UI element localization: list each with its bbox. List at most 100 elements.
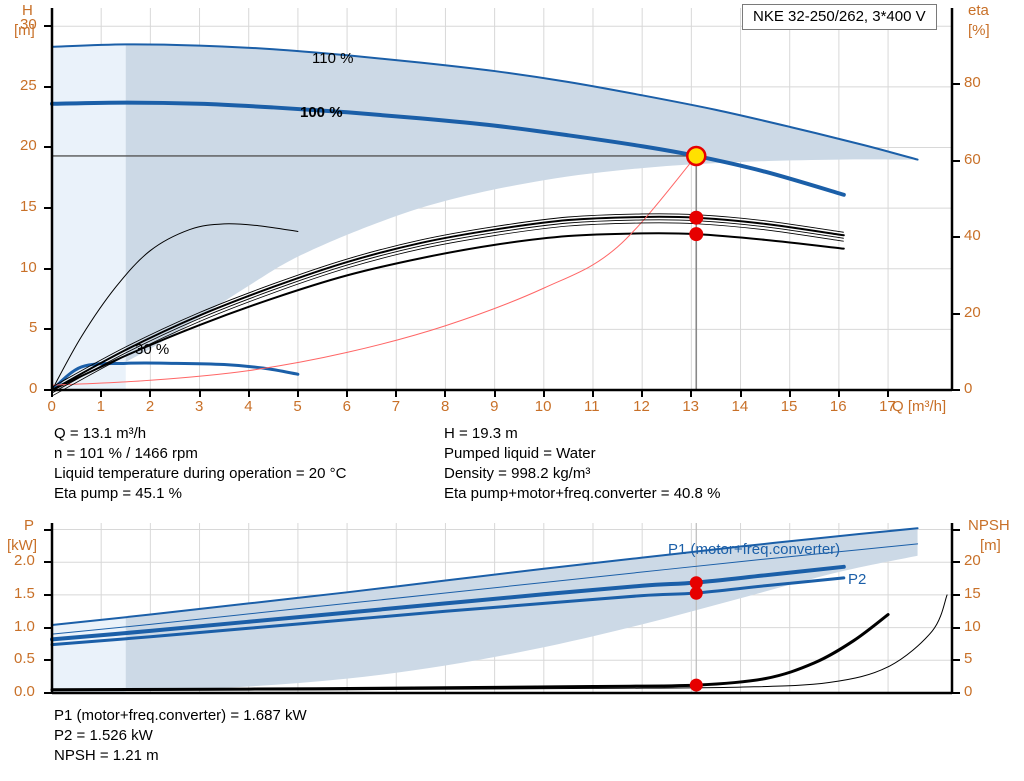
- h-tick: [44, 25, 52, 28]
- duty-point-marker[interactable]: [686, 145, 707, 167]
- q-tick-label: 5: [293, 398, 302, 415]
- h-tick-label: 25: [20, 76, 37, 94]
- q-tick: [739, 390, 742, 397]
- q-tick: [198, 390, 201, 397]
- curve-p1-motor-freq-converter-: [51, 527, 919, 626]
- q-tick: [444, 390, 447, 397]
- lower-plot-area: [50, 523, 954, 695]
- npsh-tick: [952, 626, 960, 629]
- info-eta-pump: Eta pump = 45.1 %: [54, 485, 182, 502]
- envelope-left-light-region: [52, 44, 126, 390]
- p-tick: [44, 626, 52, 629]
- h-tick-label: 15: [20, 198, 37, 216]
- p-tick: [44, 692, 52, 694]
- p-axis-title: P: [24, 517, 35, 534]
- npsh-tick: [952, 659, 960, 662]
- q-tick: [788, 390, 791, 397]
- h-tick: [44, 85, 52, 88]
- pump-model-title: NKE 32-250/262, 3*400 V: [742, 4, 937, 30]
- q-tick: [591, 390, 594, 397]
- eta-tick-label: 60: [964, 150, 981, 168]
- curve-100-: [50, 100, 846, 197]
- eta-tick: [952, 312, 960, 315]
- curve-label-100-percent: 100 %: [300, 104, 343, 121]
- curve-label-p2: P2: [848, 571, 867, 588]
- eta-tick-label: 80: [964, 74, 981, 92]
- q-tick: [690, 390, 693, 397]
- upper-plot-area: [50, 8, 954, 397]
- q-tick-label: 15: [780, 398, 798, 415]
- q-tick: [149, 390, 152, 397]
- h-tick: [44, 389, 52, 391]
- npsh-tick: [952, 528, 960, 531]
- eta-tick-label: 20: [964, 303, 981, 321]
- power-envelope-left-light-region: [52, 617, 126, 693]
- h-tick-label: 5: [29, 319, 38, 337]
- power-npsh-chart: P [kW] NPSH [m] P1 (motor+freq.converter…: [0, 515, 1024, 700]
- eta-tick: [952, 159, 960, 162]
- p-tick-label: 2.0: [14, 552, 35, 570]
- q-tick: [51, 390, 53, 397]
- h-tick-label: 30: [20, 16, 37, 34]
- curve-110-: [51, 43, 919, 161]
- q-tick-label: 10: [534, 398, 552, 415]
- info-h: H = 19.3 m: [444, 425, 518, 442]
- duty-marker-p2: [689, 586, 703, 600]
- npsh-tick-label: 20: [964, 552, 981, 570]
- h-axis-title: H: [22, 2, 33, 19]
- performance-envelope: [52, 44, 918, 390]
- h-tick: [44, 146, 52, 149]
- p-tick-label: 0.5: [14, 650, 35, 668]
- upper-info-right: H = 19.3 m Pumped liquid = Water Density…: [444, 424, 720, 504]
- duty-marker-eta-total: [689, 227, 704, 242]
- q-tick-label: 0: [47, 398, 56, 415]
- upper-info-left: Q = 13.1 m³/h n = 101 % / 1466 rpm Liqui…: [54, 424, 346, 504]
- info-density: Density = 998.2 kg/m³: [444, 465, 591, 482]
- q-tick-label: 4: [244, 398, 253, 415]
- lower-info: P1 (motor+freq.converter) = 1.687 kW P2 …: [54, 706, 307, 766]
- q-tick-label: 12: [633, 398, 650, 415]
- h-tick-label: 0: [29, 380, 38, 397]
- q-tick-label: 13: [682, 398, 700, 415]
- curve-p2: [51, 543, 919, 635]
- curve-label-110-percent: 110 %: [312, 50, 354, 67]
- eta-axis-unit: [%]: [968, 22, 990, 39]
- p-tick-label: 0.0: [14, 683, 35, 700]
- npsh-tick: [952, 561, 960, 564]
- q-tick-label: 6: [342, 398, 351, 415]
- curve-label-p1: P1 (motor+freq.converter): [668, 541, 841, 558]
- p-axis-unit: [kW]: [7, 537, 37, 554]
- q-tick-label: 3: [195, 398, 204, 415]
- p-tick-label: 1.0: [14, 617, 35, 635]
- q-tick: [100, 390, 103, 397]
- eta-axis-title: eta: [968, 2, 989, 19]
- curve-label-30-percent: 30 %: [135, 341, 170, 358]
- p-tick-label: 1.5: [14, 584, 35, 602]
- curve-eta-30-: [51, 223, 299, 391]
- info-pumped-liquid: Pumped liquid = Water: [444, 445, 596, 462]
- npsh-axis-unit: [m]: [980, 537, 1001, 554]
- q-tick: [247, 390, 250, 397]
- info-p1: P1 (motor+freq.converter) = 1.687 kW: [54, 707, 307, 724]
- q-tick-label: 1: [96, 398, 106, 415]
- q-tick: [542, 390, 545, 397]
- npsh-tick-label: 10: [964, 617, 981, 635]
- curve-p1-duty-100-: [50, 564, 846, 642]
- q-tick-label: 11: [583, 398, 600, 415]
- h-tick-label: 10: [20, 258, 37, 276]
- info-eta-total: Eta pump+motor+freq.converter = 40.8 %: [444, 485, 721, 502]
- npsh-tick-label: 0: [964, 683, 973, 700]
- q-tick: [887, 390, 890, 397]
- curve-system-curve: [51, 155, 697, 386]
- q-axis-title: Q [m³/h]: [892, 398, 947, 415]
- q-tick: [837, 390, 840, 397]
- q-tick: [641, 390, 644, 397]
- q-tick: [346, 390, 349, 397]
- eta-tick-label: 40: [964, 227, 981, 245]
- q-tick-label: 7: [391, 398, 401, 415]
- duty-marker-npsh: [689, 678, 703, 692]
- eta-tick: [952, 389, 960, 391]
- q-tick: [296, 390, 299, 397]
- h-axis-unit: [m]: [14, 22, 35, 39]
- head-efficiency-chart: H [m] eta [%] NKE 32-250/262, 3*400 V 11…: [14, 2, 990, 415]
